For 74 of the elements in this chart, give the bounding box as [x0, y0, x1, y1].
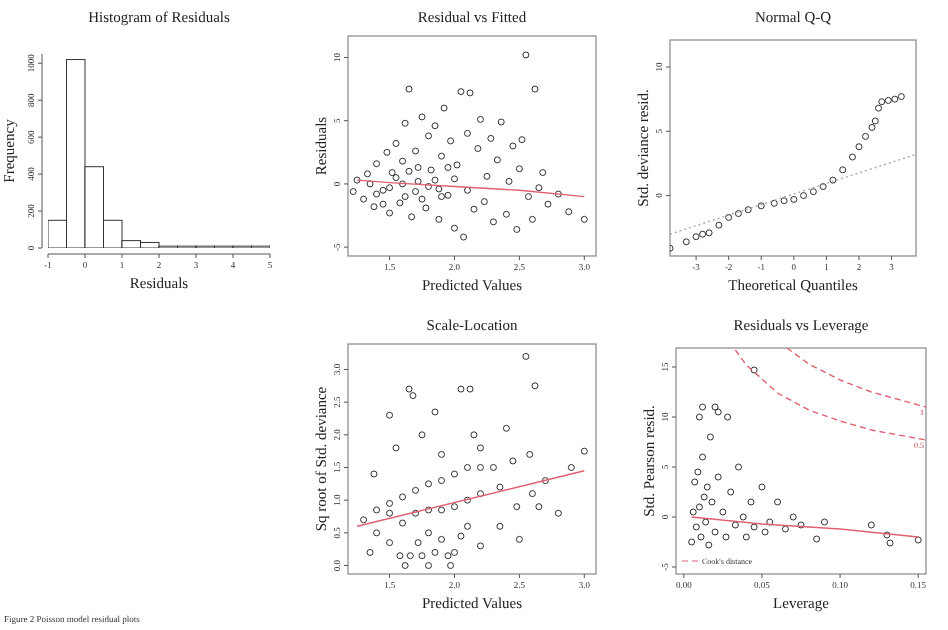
point	[757, 202, 765, 210]
point	[742, 533, 750, 541]
point	[790, 196, 798, 203]
point	[891, 95, 899, 103]
point	[809, 188, 817, 196]
point	[691, 478, 699, 486]
point	[886, 539, 894, 547]
point	[722, 533, 730, 541]
point	[766, 518, 774, 526]
point	[789, 513, 797, 521]
point	[699, 230, 706, 238]
point	[682, 238, 690, 246]
point	[758, 483, 766, 491]
point	[797, 521, 805, 529]
point	[699, 403, 706, 411]
point	[862, 133, 869, 140]
point	[914, 536, 922, 544]
point	[725, 214, 733, 221]
point	[883, 531, 891, 539]
point	[689, 508, 697, 516]
point	[699, 453, 706, 461]
point	[855, 143, 863, 151]
point	[780, 197, 788, 205]
point	[719, 508, 727, 516]
point	[875, 104, 882, 112]
point	[813, 535, 821, 543]
point	[731, 521, 739, 529]
point	[724, 413, 731, 421]
point	[706, 433, 714, 441]
point	[705, 229, 713, 237]
line-series	[356, 179, 586, 198]
point	[849, 153, 856, 161]
point	[697, 533, 705, 541]
point	[829, 176, 837, 184]
point	[770, 199, 778, 207]
point	[692, 523, 700, 531]
point	[819, 183, 827, 190]
point	[700, 493, 708, 501]
point	[839, 166, 847, 174]
point	[897, 93, 905, 100]
point	[714, 473, 722, 481]
point	[703, 483, 711, 491]
point	[750, 366, 758, 374]
point	[821, 518, 828, 526]
point	[708, 498, 716, 506]
point	[884, 97, 892, 104]
line-series	[734, 349, 926, 441]
point	[735, 463, 742, 471]
point	[739, 513, 747, 521]
point	[871, 117, 879, 125]
line-series	[786, 348, 926, 408]
point	[711, 403, 719, 411]
point	[878, 98, 886, 106]
point	[735, 210, 742, 217]
point	[696, 413, 703, 421]
point	[692, 233, 700, 241]
point	[750, 523, 758, 531]
point	[781, 525, 789, 533]
point	[696, 503, 703, 511]
point	[702, 518, 710, 526]
point	[761, 528, 769, 536]
point	[714, 408, 722, 416]
point	[744, 206, 752, 214]
point	[868, 124, 876, 131]
point	[800, 192, 807, 199]
point	[727, 488, 735, 496]
point	[715, 221, 723, 229]
point	[867, 521, 875, 529]
point	[688, 538, 696, 546]
point	[705, 541, 713, 549]
point	[747, 498, 755, 506]
point	[774, 498, 781, 506]
point	[711, 528, 719, 536]
point	[694, 468, 702, 476]
